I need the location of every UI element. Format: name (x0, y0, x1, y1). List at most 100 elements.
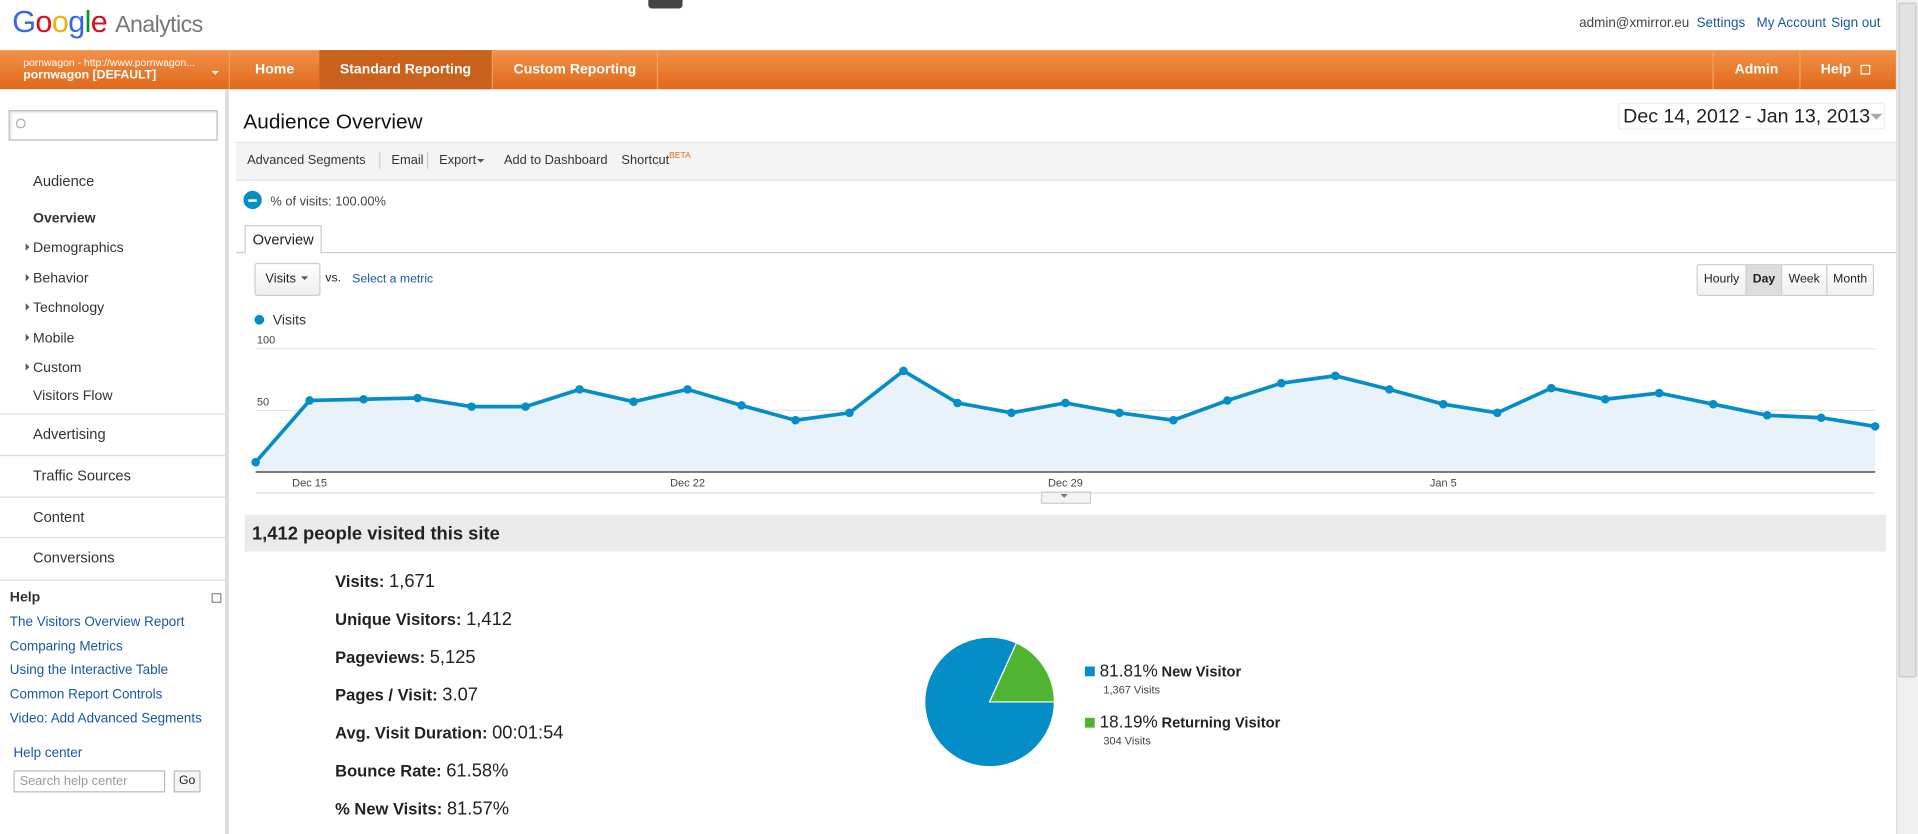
point (1708, 399, 1718, 409)
pie-chart (924, 636, 1056, 768)
toolbar-item[interactable]: Add to Dashboard (503, 152, 608, 168)
search-icon (15, 118, 26, 129)
point (1492, 408, 1502, 418)
overview-tab-text[interactable]: Overview (252, 231, 314, 249)
nav-tab[interactable]: Standard Reporting (319, 50, 493, 90)
user: admin@xmirror.eu (1579, 15, 1690, 31)
metric-name: Pageviews: (335, 648, 426, 667)
toolbar-item[interactable]: Advanced Segments (247, 152, 366, 168)
overview-tab[interactable]: Overview (244, 225, 322, 255)
section-label[interactable]: Advertising (33, 425, 106, 443)
go-button[interactable]: Go (173, 770, 201, 793)
logo-letter: g (68, 4, 85, 40)
signout-link[interactable]: Sign out (1831, 15, 1881, 31)
point (1331, 371, 1340, 381)
select-metric[interactable]: Select a metric (352, 272, 434, 287)
toolbar-item[interactable]: Shortcut (621, 152, 670, 168)
expand-arrow (25, 333, 33, 342)
point (1223, 396, 1232, 405)
segment-icon-bar (248, 199, 257, 202)
nav-item[interactable]: Custom (33, 360, 82, 376)
y-tick-label: 100 (257, 335, 275, 347)
nav-item[interactable]: Visitors Flow (33, 388, 113, 404)
chart-toggle[interactable] (1040, 491, 1092, 504)
sidebar-divider (0, 579, 226, 581)
legend-swatch (1084, 666, 1095, 677)
logo-letter: G (12, 4, 36, 40)
metric-name: Avg. Visit Duration: (335, 723, 488, 743)
nav-item[interactable]: Mobile (33, 331, 75, 347)
nav-tab[interactable]: Admin (1712, 50, 1801, 90)
handle (648, 0, 683, 9)
summary-bar (244, 514, 1887, 552)
metric-name: Pages / Visit: (335, 686, 438, 705)
y-tick-label: 50 (257, 396, 269, 408)
section-label[interactable]: Audience (33, 172, 95, 190)
expand-arrow (25, 363, 33, 371)
nav-tab[interactable]: Help (1820, 62, 1852, 78)
logo-letter: e (90, 4, 108, 40)
nav-item-active[interactable]: Overview (33, 211, 96, 227)
nav-item[interactable]: Technology (33, 300, 105, 316)
point (1385, 385, 1394, 394)
point (1439, 399, 1448, 409)
logo: Google Analytics (12, 4, 203, 40)
account-name[interactable]: pornwagon [DEFAULT] (23, 68, 157, 82)
point (737, 401, 746, 410)
account-url[interactable]: pornwagon - http://www.pornwagon... (23, 56, 195, 69)
search-box[interactable] (8, 110, 218, 141)
section-label[interactable]: Conversions (33, 549, 115, 567)
legend-dot (254, 314, 265, 325)
section-label[interactable]: Traffic Sources (33, 467, 131, 485)
metric: Avg. Visit Duration: 00:01:54 (335, 723, 563, 744)
metric-select-text[interactable]: Visits (265, 271, 296, 287)
granularity-button[interactable]: Week (1781, 265, 1826, 295)
scroll-thumb[interactable] (1898, 2, 1917, 678)
logo-product: Analytics (115, 12, 203, 38)
toolbar-divider (379, 151, 381, 169)
toolbar-item[interactable]: Email (391, 152, 424, 168)
nav-item[interactable]: Behavior (33, 271, 89, 287)
point (1654, 388, 1664, 398)
metric-value: 5,125 (429, 646, 476, 668)
granularity-button[interactable]: Day (1745, 265, 1782, 295)
help-link[interactable]: Video: Add Advanced Segments (9, 711, 202, 727)
help-center[interactable]: Help center (13, 745, 83, 761)
section-label[interactable]: Content (33, 508, 85, 526)
sidebar-divider (0, 413, 226, 415)
granularity-button[interactable]: Month (1825, 265, 1874, 295)
nav-tab[interactable]: Custom Reporting (493, 50, 659, 90)
toolbar-item[interactable]: Export (439, 152, 477, 168)
help-link[interactable]: Common Report Controls (9, 687, 163, 703)
nav-item[interactable]: Demographics (33, 240, 124, 256)
area (255, 370, 1876, 473)
metric: Pageviews: 5,125 (335, 647, 475, 668)
granularity-button[interactable]: Hourly (1697, 265, 1746, 295)
logo-google: Google (12, 4, 108, 40)
point (791, 415, 800, 425)
logo-letter: l (84, 4, 92, 40)
help-search[interactable]: Search help center (13, 770, 166, 793)
nav-tab[interactable]: Home (228, 50, 321, 90)
settings-link[interactable]: Settings (1696, 15, 1746, 31)
point (413, 393, 422, 403)
pie-slice (988, 642, 1056, 703)
date-range-text[interactable]: Dec 14, 2012 - Jan 13, 2013 (1623, 106, 1871, 128)
help-link[interactable]: Comparing Metrics (9, 639, 123, 654)
metric-select[interactable] (254, 262, 321, 296)
chart-toggle-arrow (1060, 494, 1068, 501)
legend-percent: 18.19% (1099, 711, 1158, 732)
help-link[interactable]: Using the Interactive Table (9, 663, 169, 678)
help-link[interactable]: The Visitors Overview Report (9, 615, 185, 630)
point (521, 402, 530, 411)
date-range[interactable]: Dec 14, 2012 - Jan 13, 2013 (1618, 102, 1885, 130)
point (1115, 408, 1124, 418)
pie-slice (924, 636, 1056, 768)
help-title: Help (9, 590, 41, 606)
metric: Bounce Rate: 61.58% (335, 761, 508, 782)
toolbar (236, 141, 1896, 181)
account-link[interactable]: My Account (1756, 15, 1827, 31)
x-tick-label: Dec 29 (1048, 478, 1083, 490)
point (1870, 422, 1880, 431)
date-arrow (1870, 113, 1883, 126)
